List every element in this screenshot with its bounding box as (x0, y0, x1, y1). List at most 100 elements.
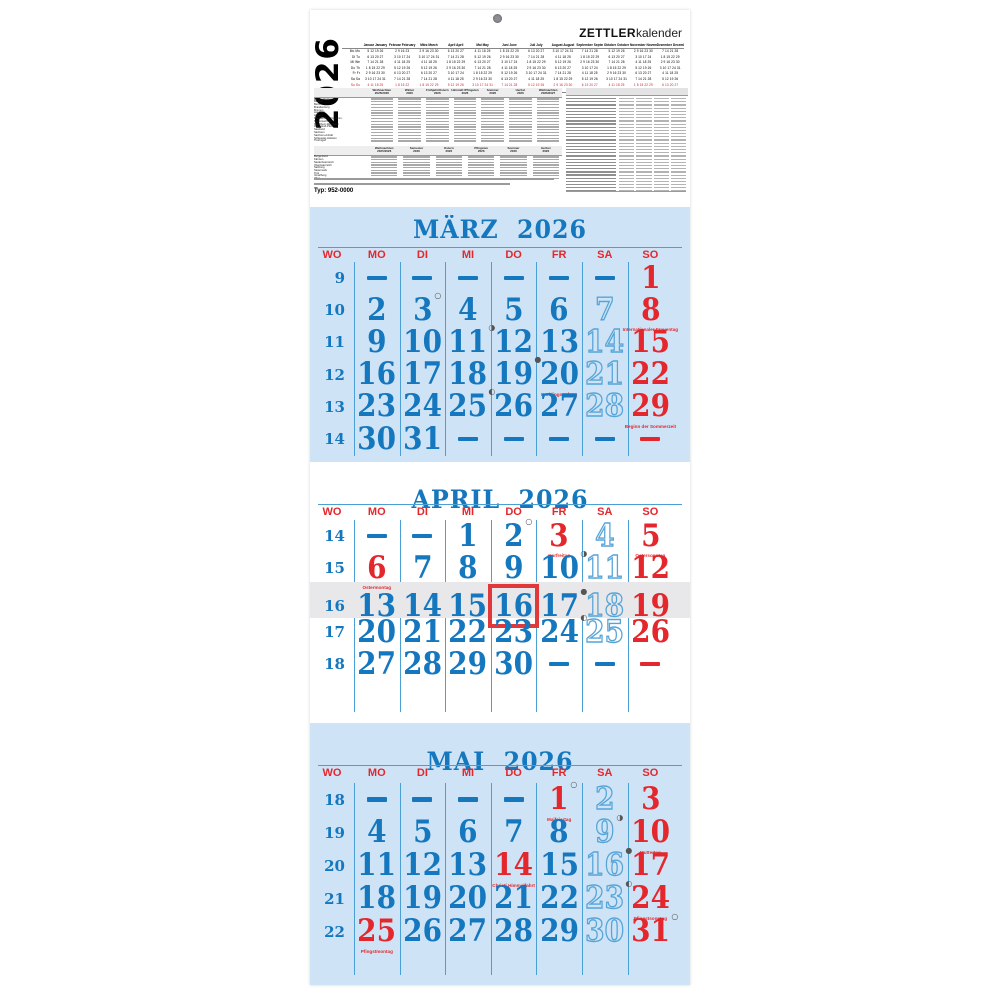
info-value-bar (636, 174, 652, 176)
holiday-label: Frühlingsanfang (541, 391, 578, 397)
week-number: 22 (324, 922, 345, 941)
table-value-bar (370, 172, 398, 174)
table-row: Thüringen (314, 139, 562, 142)
info-value-bar (670, 152, 686, 154)
year-month-row: 6 13 20 27 (635, 71, 652, 76)
day-cell (445, 262, 491, 294)
info-value-bar (653, 136, 669, 138)
table-row-name: Steiermark (314, 168, 327, 172)
table-value-bar (398, 140, 421, 142)
month-grid: 18 1 ○ Maifeiertag 2 3 19 4 5 6 7 8 9 ◑ 10 Muttertag 20 1… (310, 781, 678, 985)
day-number: 4 (458, 291, 478, 328)
table-row-name: Oberösterreich (314, 163, 332, 167)
year-month-row: 6 13 20 27 (581, 82, 598, 87)
info-value-bar (670, 104, 686, 106)
info-value-bar (636, 168, 652, 170)
info-value-bar (619, 136, 635, 138)
table-row-name: Niedersachsen (314, 119, 332, 123)
day-cell: 2 (582, 783, 628, 816)
year-month-name: Oktober October (603, 43, 630, 49)
day-cell: 1 (628, 262, 674, 294)
info-value-bar (653, 171, 669, 173)
table-value-bar (370, 131, 394, 134)
table-value-bar (398, 117, 421, 120)
info-value-bar (653, 142, 669, 144)
info-value-bar (636, 104, 652, 106)
day-cell: 23 (354, 391, 400, 423)
table-value-bar (467, 161, 495, 163)
day-cell: 15 (445, 584, 491, 628)
info-row (566, 132, 688, 135)
info-value-bar (619, 180, 635, 183)
year-weekday-label: Fr Fr (352, 71, 360, 76)
table-value-bar (481, 129, 505, 131)
info-name-bar (566, 97, 616, 100)
info-value-bar (653, 104, 669, 106)
grid-vertical-line (490, 262, 492, 456)
table-header-cell: Frühjahr/Ostern 2026 (425, 88, 449, 96)
table-row-name: Sachsen-Anhalt (314, 133, 333, 137)
info-row (566, 148, 688, 151)
table-value-bar (453, 140, 477, 142)
calendar-page: ZETTLERkalender 2026 Mo Mo Di Tu Mi We Do T… (310, 10, 690, 985)
year-month-row: 1 8 15 22 29 (473, 71, 493, 76)
day-cell (354, 783, 400, 816)
year-month-row: 2 9 16 23 30 (365, 71, 385, 76)
day-number: 14 (585, 323, 625, 360)
year-month-row: 3 10 17 24 (447, 71, 464, 76)
table-value-bar (435, 175, 463, 177)
day-cell: 28 (400, 648, 446, 680)
holidays-info-block (566, 88, 688, 193)
day-number: 13 (448, 847, 488, 883)
info-row (566, 151, 688, 154)
table-row: Niederösterreich (314, 161, 562, 164)
day-number: 16 ● (585, 846, 633, 883)
info-value-bar (636, 126, 652, 128)
table-value-bar (453, 115, 477, 117)
day-cell: 25 Pfingstmontag (354, 915, 400, 955)
table-value-bar (370, 129, 394, 131)
day-cell: 8 (536, 816, 582, 849)
year-month-row: 7 14 21 28 (501, 82, 518, 87)
table-header-cell: Herbst 2026 (541, 146, 551, 154)
day-cell (582, 648, 628, 680)
table-value-bar (403, 164, 430, 166)
moon-phase-icon: ◑ (615, 813, 623, 822)
year-month-row: 3 10 17 24 31 (606, 76, 627, 81)
table-value-bar (481, 140, 505, 142)
table-value-bar (403, 158, 430, 161)
info-name-bar (566, 104, 616, 106)
year-month-row: 6 13 20 27 (528, 49, 545, 53)
grid-vertical-line (582, 262, 583, 456)
year-month-row: 5 12 19 26 (608, 49, 625, 53)
year-month-row: 2 9 16 23 30 (526, 65, 546, 70)
holiday-label: Pfingstsonntag (633, 916, 668, 921)
day-cell: 11 ◑ (445, 323, 496, 358)
weekday-label: MO (367, 506, 386, 518)
moon-phase-icon: ◑ (580, 548, 587, 558)
day-number: 9 ◑ (594, 813, 623, 850)
info-value-bar (619, 149, 635, 151)
table-value-bar (467, 164, 495, 166)
table-value-bar (453, 98, 477, 100)
table-value-bar (425, 103, 449, 106)
table-row: Berlin (314, 103, 562, 106)
empty-day-dash (594, 275, 615, 281)
week-row: 17 20 21 22 23 24 ◐ 25 26 (310, 613, 673, 648)
year-month-row: 1 8 15 22 29 (633, 82, 653, 87)
month-header-line (318, 504, 682, 505)
grid-vertical-line (354, 262, 355, 456)
month-grid: 9 1 10 2 3 ○ 4 5 6 7 8 Internationaler Frauentag 11 9… (310, 262, 678, 462)
table-value-bar (425, 106, 449, 109)
table-value-bar (435, 161, 463, 163)
year-month-row: 6 13 20 27 (554, 65, 572, 70)
info-value-bar (636, 152, 652, 154)
table-value-bar (425, 134, 449, 136)
year-month-column: Dezember December7 14 21 281 8 15 22 292… (656, 42, 684, 92)
table-value-bar (467, 158, 495, 161)
info-value-bar (670, 184, 686, 186)
week-row: 20 11 12 13 14 Christi Himmelfahrt 15 16 ● 17 (310, 846, 673, 889)
month-header-line (318, 765, 682, 766)
day-cell: 5 (491, 294, 537, 326)
week-row: 12 16 17 18 19 ● 20 Frühlingsanfang 21 22 (310, 356, 673, 397)
